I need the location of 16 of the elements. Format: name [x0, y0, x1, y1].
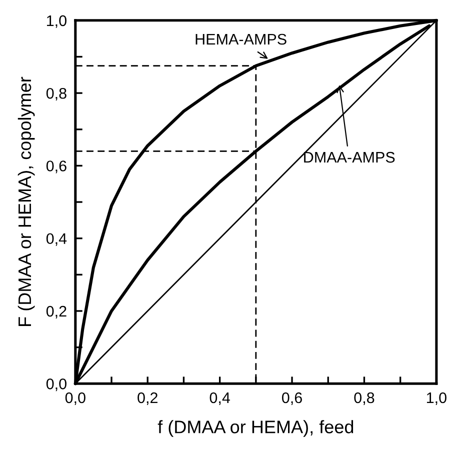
- x-tick-label: 0,8: [354, 392, 374, 405]
- y-tick-label: 0,8: [46, 88, 66, 101]
- x-tick-label: 0,2: [138, 392, 158, 405]
- y-axis-title: F (DMAA or HEMA), copolymer: [18, 76, 35, 326]
- y-tick-label: 0,2: [46, 306, 66, 318]
- y-tick-label: 1,0: [47, 15, 66, 28]
- x-tick-label: 0,6: [282, 392, 302, 405]
- x-tick-label: 0,0: [65, 392, 86, 405]
- y-tick-label: 0,6: [46, 160, 66, 174]
- x-axis-title: f (DMAA or HEMA), feed: [158, 420, 354, 437]
- y-tick-label: 0,0: [46, 378, 66, 392]
- annotation: DMAA-AMPS: [304, 152, 395, 163]
- x-tick-label: 1,0: [426, 392, 446, 405]
- y-tick-label: 0,4: [46, 233, 67, 246]
- annotation: HEMA-AMPS: [196, 34, 286, 45]
- x-tick-label: 0,4: [210, 392, 230, 405]
